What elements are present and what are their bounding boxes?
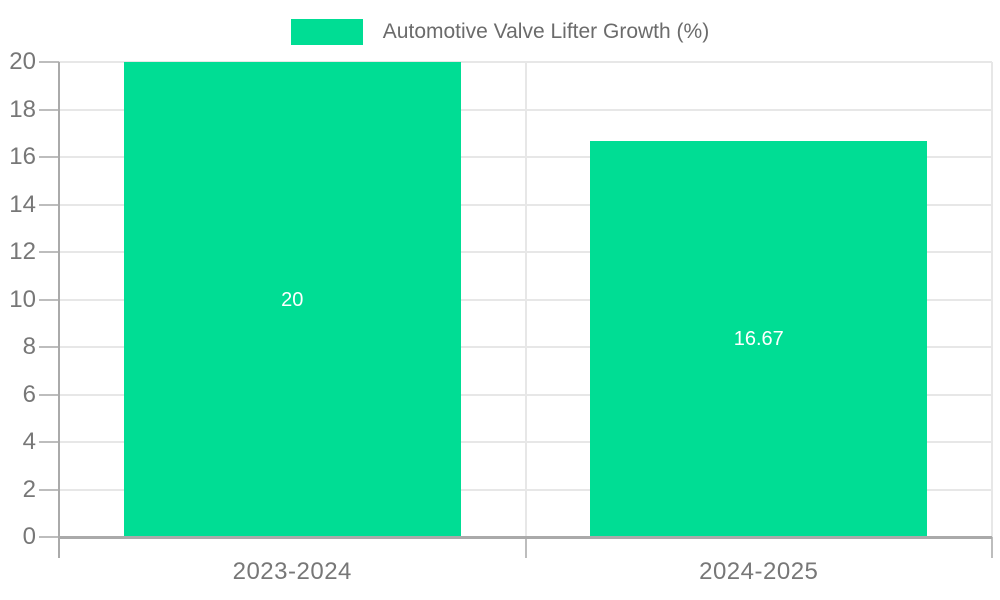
bar[interactable] [590,141,928,537]
y-tick-mark [39,203,59,206]
legend-label: Automotive Valve Lifter Growth (%) [382,20,710,43]
y-tick-mark [39,298,59,301]
y-tick-mark [39,441,59,443]
bar-value-label: 20 [281,288,304,311]
y-tick-label: 2 [22,475,36,503]
legend-swatch-icon [290,19,363,45]
x-tick-label: 2024-2025 [699,558,819,585]
y-axis-line [58,62,60,558]
y-tick-label: 0 [22,523,36,550]
y-tick-mark [39,61,59,63]
y-tick-mark [39,346,59,348]
x-axis-line [59,536,992,539]
y-tick-label: 4 [22,428,36,455]
y-tick-label: 18 [9,95,36,123]
x-tick-mark [991,537,993,558]
y-tick-mark [39,156,59,158]
y-tick-mark [39,488,59,491]
y-tick-mark [39,393,59,396]
y-tick-label: 20 [9,48,36,75]
y-tick-label: 12 [9,238,36,265]
y-tick-label: 6 [22,380,36,408]
y-tick-mark [39,108,59,111]
bar[interactable] [123,62,461,537]
legend[interactable]: Automotive Valve Lifter Growth (%) [0,17,1000,47]
y-tick-mark [39,536,59,538]
x-tick-label: 2023-2024 [232,558,352,585]
bar-value-label: 16.67 [733,328,784,351]
y-tick-label: 14 [9,190,36,218]
category-boundary-line [524,62,527,537]
y-tick-label: 8 [22,333,36,360]
category-boundary-line [991,62,993,537]
x-tick-mark [524,537,527,558]
y-tick-label: 16 [9,143,36,170]
y-tick-label: 10 [9,285,36,313]
y-tick-mark [39,251,59,253]
